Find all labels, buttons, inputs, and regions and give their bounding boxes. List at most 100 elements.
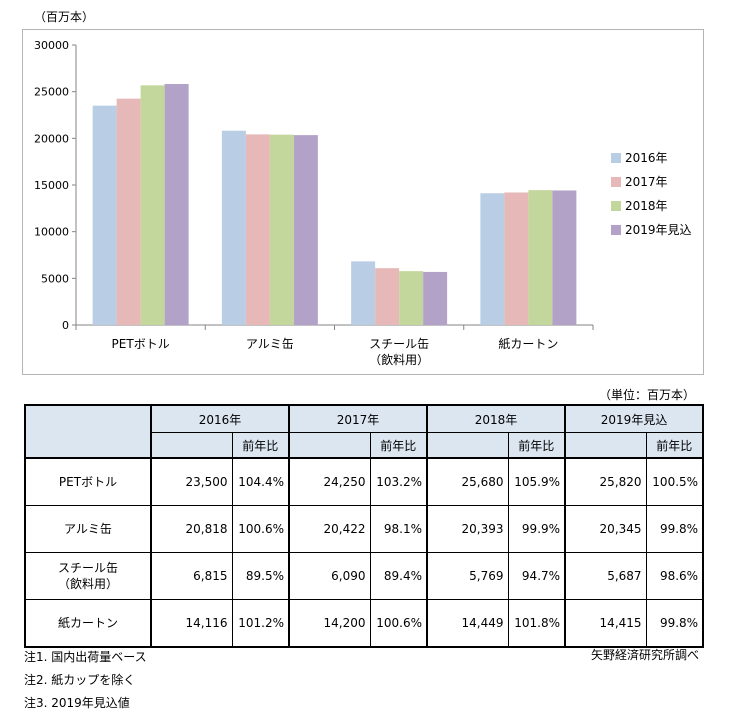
cell-value: 25,820 <box>564 457 647 506</box>
bar <box>92 105 117 326</box>
table-row: PETボトル 23,500 104.4% 24,250 103.2% 25,680 105.… <box>24 457 705 506</box>
table-unit-label: （単位：百万本） <box>598 388 695 402</box>
cell-value: 24,250 <box>288 457 371 506</box>
cell-value: 20,345 <box>564 505 647 553</box>
cell-value: 5,687 <box>564 552 647 600</box>
row-label: アルミ缶 <box>24 505 152 553</box>
legend-swatch <box>611 225 621 235</box>
y-tick-label: 5000 <box>41 272 69 285</box>
cell-yoy: 99.8% <box>645 505 705 553</box>
bar <box>528 190 553 325</box>
y-tick-label: 10000 <box>34 226 69 239</box>
y-tick-label: 30000 <box>34 39 69 52</box>
header-value-blank <box>150 432 233 459</box>
cell-yoy: 99.8% <box>645 599 705 648</box>
cell-value: 6,815 <box>150 552 233 600</box>
header-year: 2016年 <box>150 404 291 433</box>
header-yoy: 前年比 <box>645 432 705 459</box>
x-category-label: PETボトル <box>112 337 170 351</box>
row-label-line: PETボトル <box>58 475 118 489</box>
cell-value: 14,116 <box>150 599 233 648</box>
table-row: 紙カートン 14,116 101.2% 14,200 100.6% 14,449 101.8… <box>24 599 705 648</box>
cell-value: 20,818 <box>150 505 233 553</box>
cell-value: 14,200 <box>288 599 371 648</box>
legend-label: 2017年 <box>625 175 668 189</box>
x-category-label: アルミ缶 <box>246 337 294 351</box>
cell-yoy: 101.8% <box>507 599 567 648</box>
cell-value: 6,090 <box>288 552 371 600</box>
bar <box>164 84 189 325</box>
bar <box>269 134 294 325</box>
cell-yoy: 101.2% <box>231 599 291 648</box>
note-2: 注2. 紙カップを除く <box>24 673 136 687</box>
bar <box>293 135 318 325</box>
bar <box>140 85 165 325</box>
cell-yoy: 105.9% <box>507 457 567 506</box>
y-tick-label: 25000 <box>34 86 69 99</box>
cell-yoy: 94.7% <box>507 552 567 600</box>
header-yoy: 前年比 <box>231 432 291 459</box>
data-table: 2016年 2017年 2018年 2019年見込 前年比 前年比 前年比 前年比 PETボトル… <box>24 404 705 648</box>
bar <box>116 98 141 326</box>
legend-label: 2018年 <box>625 199 668 213</box>
bar <box>351 261 376 325</box>
bar <box>375 268 400 325</box>
cell-value: 14,449 <box>426 599 509 648</box>
table-row: スチール缶 （飲料用） 6,815 89.5% 6,090 89.4% 5,769 94.7%… <box>24 552 705 600</box>
cell-yoy: 89.4% <box>369 552 429 600</box>
bar <box>221 130 246 325</box>
cell-yoy: 100.6% <box>231 505 291 553</box>
x-category-label: 紙カートン <box>498 336 558 351</box>
header-corner <box>24 404 152 459</box>
cell-yoy: 100.5% <box>645 457 705 506</box>
cell-yoy: 99.9% <box>507 505 567 553</box>
cell-yoy: 100.6% <box>369 599 429 648</box>
bar <box>399 271 424 325</box>
cell-value: 20,422 <box>288 505 371 553</box>
cell-value: 20,393 <box>426 505 509 553</box>
notes: 注1. 国内出荷量ベース 注2. 紙カップを除く 注3. 2019年見込値 <box>24 646 147 715</box>
bar-chart: 0 5000 10000 15000 20000 25000 30000 PETボトル アルミ缶… <box>22 29 704 375</box>
source-label: 矢野経済研究所調べ <box>590 648 699 662</box>
bar <box>245 134 270 325</box>
chart-unit-label: （百万本） <box>34 10 95 24</box>
cell-yoy: 98.6% <box>645 552 705 600</box>
row-label: 紙カートン <box>24 599 152 648</box>
row-label-line: アルミ缶 <box>64 522 112 536</box>
legend-label: 2016年 <box>625 151 668 165</box>
y-tick-label: 20000 <box>34 132 69 145</box>
chart-svg: 0 5000 10000 15000 20000 25000 30000 PETボトル アルミ缶… <box>34 39 692 367</box>
header-year: 2017年 <box>288 404 429 433</box>
header-value-blank <box>426 432 509 459</box>
row-label-line: 紙カートン <box>57 616 118 630</box>
bar <box>504 192 529 325</box>
legend-swatch <box>611 201 621 211</box>
cell-yoy: 98.1% <box>369 505 429 553</box>
header-value-blank <box>288 432 371 459</box>
cell-yoy: 89.5% <box>231 552 291 600</box>
cell-value: 25,680 <box>426 457 509 506</box>
x-category-label: スチール缶 <box>369 337 429 351</box>
legend-swatch <box>611 153 621 163</box>
header-year: 2018年 <box>426 404 567 433</box>
cell-yoy: 103.2% <box>369 457 429 506</box>
header-yoy: 前年比 <box>507 432 567 459</box>
bar <box>423 271 448 325</box>
note-3: 注3. 2019年見込値 <box>24 696 130 710</box>
header-year: 2019年見込 <box>564 404 705 433</box>
header-value-blank <box>564 432 647 459</box>
cell-yoy: 104.4% <box>231 457 291 506</box>
y-tick-label: 15000 <box>34 179 69 192</box>
row-label: PETボトル <box>24 457 152 506</box>
legend-label: 2019年見込 <box>625 223 692 237</box>
row-label-line: スチール缶 <box>57 561 118 575</box>
cell-value: 14,415 <box>564 599 647 648</box>
y-tick-label: 0 <box>62 319 69 332</box>
note-1: 注1. 国内出荷量ベース <box>24 650 147 664</box>
header-yoy: 前年比 <box>369 432 429 459</box>
bar <box>552 190 577 325</box>
x-category-label: （飲料用） <box>369 352 429 367</box>
table-row: アルミ缶 20,818 100.6% 20,422 98.1% 20,393 99.9% 20… <box>24 505 705 553</box>
row-label-line: （飲料用） <box>57 577 118 591</box>
cell-value: 5,769 <box>426 552 509 600</box>
